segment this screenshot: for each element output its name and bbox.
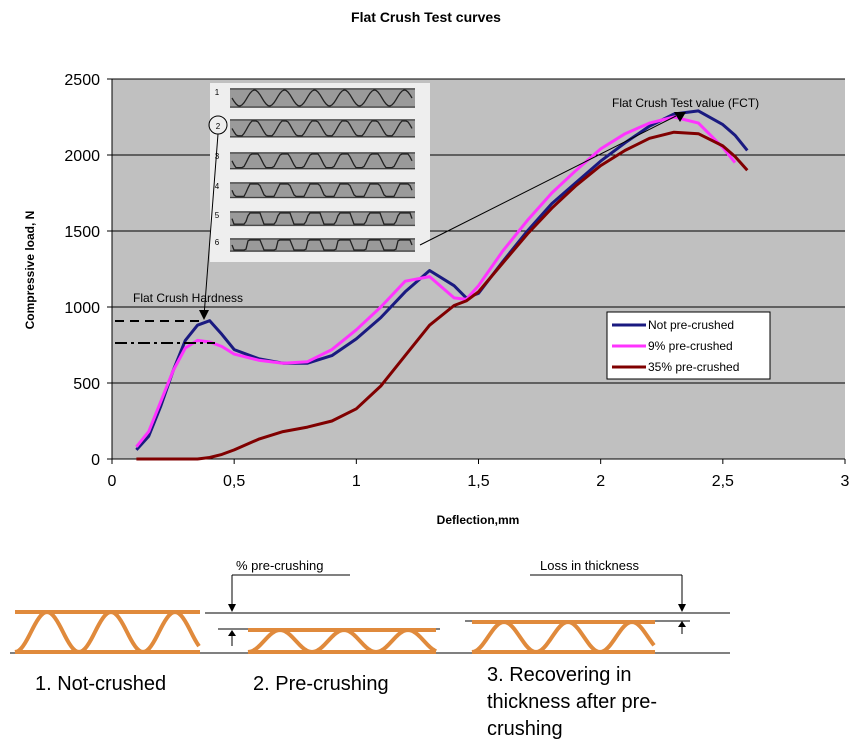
legend-label: 35% pre-crushed bbox=[648, 360, 739, 374]
flute bbox=[247, 627, 437, 655]
stage-label: 1. Not-crushed bbox=[35, 673, 166, 695]
inset-flute bbox=[231, 89, 413, 107]
legend-label: 9% pre-crushed bbox=[648, 339, 733, 353]
series-line bbox=[136, 130, 749, 461]
y-tick-label: 500 bbox=[73, 376, 100, 393]
x-tick-label: 2 bbox=[596, 473, 605, 490]
x-tick-label: 3 bbox=[841, 473, 850, 490]
inset-label: 4 bbox=[215, 182, 220, 191]
x-tick-label: 0 bbox=[108, 473, 117, 490]
arrow-head bbox=[228, 630, 236, 636]
inset-label: 1 bbox=[215, 88, 220, 97]
series-line bbox=[135, 115, 737, 448]
stage-label: 3. Recovering in thickness after pre-cru… bbox=[487, 664, 658, 740]
series-line bbox=[135, 109, 749, 451]
inset-label: 3 bbox=[215, 152, 220, 161]
y-tick-label: 0 bbox=[91, 452, 100, 469]
stage-label: 2. Pre-crushing bbox=[253, 673, 389, 695]
inset-label: 5 bbox=[215, 211, 220, 220]
annotation: Flat Crush Hardness bbox=[133, 291, 243, 305]
x-tick-label: 1,5 bbox=[467, 473, 489, 490]
inset-label: 6 bbox=[215, 238, 220, 247]
arrow-head bbox=[228, 604, 236, 612]
dimension-label: % pre-crushing bbox=[236, 558, 323, 573]
dimension-label: Loss in thickness bbox=[540, 558, 639, 573]
arrow-head bbox=[678, 621, 686, 627]
annotation-arrow bbox=[203, 133, 219, 317]
y-tick-label: 1500 bbox=[64, 224, 100, 241]
x-tick-label: 0,5 bbox=[223, 473, 245, 490]
flute bbox=[14, 609, 201, 655]
x-tick-label: 1 bbox=[352, 473, 361, 490]
inset-flute bbox=[231, 153, 413, 169]
inset-label: 2 bbox=[216, 122, 221, 131]
x-axis-label: Deflection,mm bbox=[437, 513, 520, 527]
arrow-head bbox=[199, 310, 209, 320]
arrow-head bbox=[674, 112, 686, 122]
inset-flute bbox=[231, 120, 413, 137]
arrow-head bbox=[678, 604, 686, 612]
y-tick-label: 2500 bbox=[64, 72, 100, 89]
inset-image bbox=[210, 83, 430, 262]
inset-flute bbox=[231, 212, 413, 225]
annotation: Flat Crush Test value (FCT) bbox=[612, 96, 759, 110]
y-tick-label: 1000 bbox=[64, 300, 100, 317]
x-tick-label: 2,5 bbox=[712, 473, 734, 490]
inset-flute bbox=[231, 183, 413, 198]
annotation-line bbox=[419, 115, 677, 246]
y-axis-label: Compressive load, N bbox=[23, 211, 37, 330]
chart-title: Flat Crush Test curves bbox=[351, 9, 501, 25]
flute bbox=[471, 619, 656, 655]
y-tick-label: 2000 bbox=[64, 148, 100, 165]
legend-label: Not pre-crushed bbox=[648, 318, 734, 332]
inset-flute bbox=[231, 239, 413, 251]
